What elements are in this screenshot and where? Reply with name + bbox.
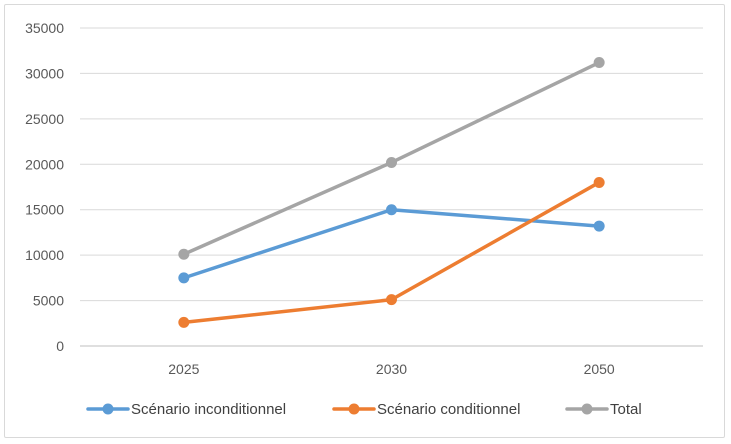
y-tick-label: 30000 (25, 65, 64, 81)
x-tick-label: 2030 (376, 361, 407, 377)
data-point (178, 272, 190, 284)
data-point (386, 156, 397, 168)
chart-frame (4, 4, 725, 438)
legend-swatch-marker (102, 403, 114, 415)
data-point (593, 220, 605, 232)
legend-swatch-marker (348, 403, 360, 415)
series-points (178, 57, 605, 328)
data-point (386, 204, 397, 216)
x-axis-tick-labels: 2025 2030 2050 (168, 361, 615, 377)
y-axis-tick-labels: 0 5000 10000 15000 20000 25000 30000 35000 (25, 20, 64, 354)
y-tick-label: 0 (56, 338, 64, 354)
series-lines (182, 60, 601, 325)
y-tick-label: 35000 (25, 20, 64, 36)
data-point (386, 294, 397, 306)
x-tick-label: 2025 (168, 361, 199, 377)
y-tick-label: 20000 (25, 156, 64, 172)
y-tick-label: 10000 (25, 247, 64, 263)
series-line-0 (182, 207, 601, 280)
y-tick-label: 5000 (33, 293, 64, 309)
x-tick-label: 2050 (584, 361, 615, 377)
data-point (593, 176, 605, 188)
data-point (178, 248, 190, 260)
legend-label: Scénario inconditionnel (131, 401, 286, 418)
legend-label: Scénario conditionnel (377, 401, 520, 418)
y-tick-label: 15000 (25, 202, 64, 218)
data-point (593, 57, 605, 69)
data-point (178, 316, 190, 328)
legend-swatch-marker (581, 403, 593, 415)
legend: Scénario inconditionnel Scénario conditio… (86, 401, 642, 418)
legend-label: Total (610, 401, 642, 418)
y-tick-label: 25000 (25, 111, 64, 127)
